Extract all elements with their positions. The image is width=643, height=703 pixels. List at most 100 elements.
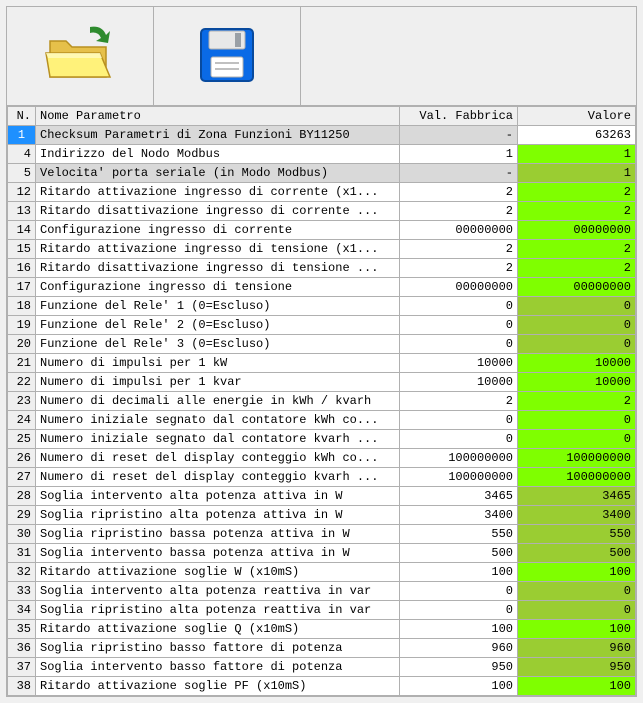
table-row[interactable]: 26Numero di reset del display conteggio … (8, 449, 636, 468)
cell-n: 37 (8, 658, 36, 677)
cell-n: 20 (8, 335, 36, 354)
toolbar-cell-save (154, 7, 301, 105)
table-row[interactable]: 13Ritardo disattivazione ingresso di cor… (8, 202, 636, 221)
cell-value[interactable]: 100 (518, 620, 636, 639)
cell-value[interactable]: 100 (518, 563, 636, 582)
cell-value[interactable]: 3400 (518, 506, 636, 525)
cell-value[interactable]: 0 (518, 316, 636, 335)
col-header-name[interactable]: Nome Parametro (36, 107, 400, 126)
table-row[interactable]: 20Funzione del Rele' 3 (0=Escluso)00 (8, 335, 636, 354)
table-row[interactable]: 38Ritardo attivazione soglie PF (x10mS)1… (8, 677, 636, 696)
table-row[interactable]: 19Funzione del Rele' 2 (0=Escluso)00 (8, 316, 636, 335)
table-row[interactable]: 22Numero di impulsi per 1 kvar1000010000 (8, 373, 636, 392)
cell-n: 15 (8, 240, 36, 259)
cell-factory: 950 (400, 658, 518, 677)
col-header-value[interactable]: Valore (518, 107, 636, 126)
cell-value[interactable]: 1 (518, 164, 636, 183)
cell-value[interactable]: 950 (518, 658, 636, 677)
cell-n: 24 (8, 411, 36, 430)
table-row[interactable]: 17Configurazione ingresso di tensione000… (8, 278, 636, 297)
cell-value[interactable]: 0 (518, 430, 636, 449)
cell-value[interactable]: 0 (518, 297, 636, 316)
col-header-factory[interactable]: Val. Fabbrica (400, 107, 518, 126)
cell-value[interactable]: 550 (518, 525, 636, 544)
cell-value[interactable]: 0 (518, 335, 636, 354)
cell-n: 29 (8, 506, 36, 525)
cell-value[interactable]: 10000 (518, 373, 636, 392)
cell-value[interactable]: 100000000 (518, 468, 636, 487)
table-row[interactable]: 1Checksum Parametri di Zona Funzioni BY1… (8, 126, 636, 145)
table-row[interactable]: 25Numero iniziale segnato dal contatore … (8, 430, 636, 449)
cell-factory: 500 (400, 544, 518, 563)
cell-value[interactable]: 100000000 (518, 449, 636, 468)
cell-value[interactable]: 2 (518, 240, 636, 259)
cell-n: 31 (8, 544, 36, 563)
table-row[interactable]: 29Soglia ripristino alta potenza attiva … (8, 506, 636, 525)
table-row[interactable]: 16Ritardo disattivazione ingresso di ten… (8, 259, 636, 278)
table-row[interactable]: 5Velocita' porta seriale (in Modo Modbus… (8, 164, 636, 183)
cell-name: Soglia ripristino bassa potenza attiva i… (36, 525, 400, 544)
table-row[interactable]: 27Numero di reset del display conteggio … (8, 468, 636, 487)
cell-factory: - (400, 126, 518, 145)
table-row[interactable]: 32Ritardo attivazione soglie W (x10mS)10… (8, 563, 636, 582)
table-row[interactable]: 34Soglia ripristino alta potenza reattiv… (8, 601, 636, 620)
table-row[interactable]: 18Funzione del Rele' 1 (0=Escluso)00 (8, 297, 636, 316)
table-row[interactable]: 33Soglia intervento alta potenza reattiv… (8, 582, 636, 601)
col-header-n[interactable]: N. (8, 107, 36, 126)
cell-value[interactable]: 0 (518, 411, 636, 430)
cell-factory: 3400 (400, 506, 518, 525)
cell-name: Ritardo disattivazione ingresso di tensi… (36, 259, 400, 278)
table-row[interactable]: 24Numero iniziale segnato dal contatore … (8, 411, 636, 430)
cell-value[interactable]: 2 (518, 183, 636, 202)
open-button[interactable] (25, 17, 135, 95)
table-row[interactable]: 28Soglia intervento alta potenza attiva … (8, 487, 636, 506)
cell-value[interactable]: 500 (518, 544, 636, 563)
cell-n: 12 (8, 183, 36, 202)
cell-name: Checksum Parametri di Zona Funzioni BY11… (36, 126, 400, 145)
table-row[interactable]: 36Soglia ripristino basso fattore di pot… (8, 639, 636, 658)
table-row[interactable]: 31Soglia intervento bassa potenza attiva… (8, 544, 636, 563)
cell-value[interactable]: 960 (518, 639, 636, 658)
table-row[interactable]: 23Numero di decimali alle energie in kWh… (8, 392, 636, 411)
cell-value[interactable]: 0 (518, 601, 636, 620)
cell-value[interactable]: 1 (518, 145, 636, 164)
table-row[interactable]: 15Ritardo attivazione ingresso di tensio… (8, 240, 636, 259)
cell-factory: 100000000 (400, 449, 518, 468)
cell-factory: 2 (400, 183, 518, 202)
cell-factory: 100 (400, 677, 518, 696)
cell-factory: 2 (400, 240, 518, 259)
table-row[interactable]: 35Ritardo attivazione soglie Q (x10mS)10… (8, 620, 636, 639)
table-row[interactable]: 37Soglia intervento basso fattore di pot… (8, 658, 636, 677)
cell-value[interactable]: 3465 (518, 487, 636, 506)
cell-n: 34 (8, 601, 36, 620)
table-row[interactable]: 21Numero di impulsi per 1 kW1000010000 (8, 354, 636, 373)
cell-n: 27 (8, 468, 36, 487)
table-row[interactable]: 14Configurazione ingresso di corrente 000… (8, 221, 636, 240)
cell-name: Numero di reset del display conteggio kW… (36, 449, 400, 468)
cell-factory: 0 (400, 297, 518, 316)
cell-value[interactable]: 2 (518, 202, 636, 221)
cell-value[interactable]: 10000 (518, 354, 636, 373)
cell-value[interactable]: 0 (518, 582, 636, 601)
toolbar (7, 7, 636, 106)
cell-n: 14 (8, 221, 36, 240)
save-button[interactable] (172, 17, 282, 95)
cell-value[interactable]: 63263 (518, 126, 636, 145)
cell-value[interactable]: 100 (518, 677, 636, 696)
table-row[interactable]: 12Ritardo attivazione ingresso di corren… (8, 183, 636, 202)
cell-factory: 550 (400, 525, 518, 544)
table-row[interactable]: 4Indirizzo del Nodo Modbus11 (8, 145, 636, 164)
cell-name: Configurazione ingresso di corrente (36, 221, 400, 240)
cell-factory: 2 (400, 202, 518, 221)
toolbar-cell-open (7, 7, 154, 105)
cell-name: Ritardo attivazione soglie Q (x10mS) (36, 620, 400, 639)
table-row[interactable]: 30Soglia ripristino bassa potenza attiva… (8, 525, 636, 544)
cell-value[interactable]: 2 (518, 259, 636, 278)
table-body: 1Checksum Parametri di Zona Funzioni BY1… (8, 126, 636, 696)
cell-value[interactable]: 00000000 (518, 278, 636, 297)
cell-value[interactable]: 2 (518, 392, 636, 411)
cell-value[interactable]: 00000000 (518, 221, 636, 240)
cell-factory: 1 (400, 145, 518, 164)
cell-factory: 100 (400, 563, 518, 582)
cell-name: Configurazione ingresso di tensione (36, 278, 400, 297)
